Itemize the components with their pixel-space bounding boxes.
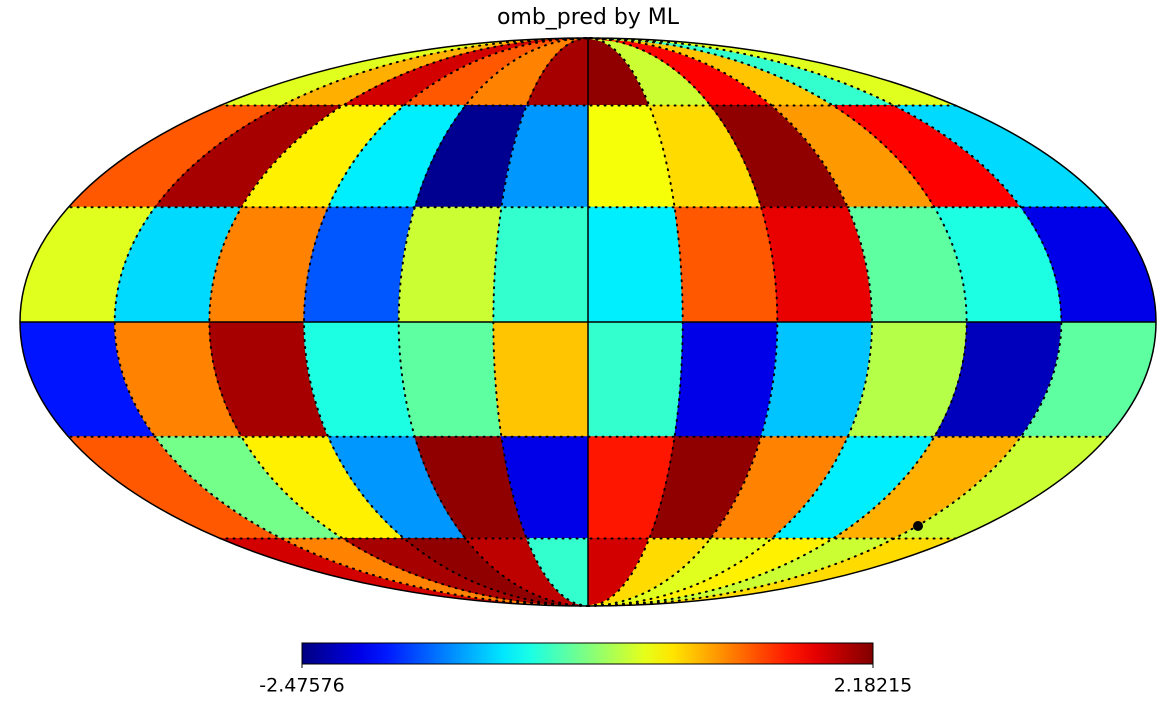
map-cell xyxy=(587,321,684,438)
map-cell xyxy=(492,321,589,438)
map-cell xyxy=(674,206,778,323)
map-cell xyxy=(492,206,589,323)
map-cell xyxy=(398,321,502,438)
marker xyxy=(913,521,923,531)
map-cell xyxy=(398,206,502,323)
chart-title: omb_pred by ML xyxy=(497,5,680,30)
colorbar-label: 2.18215 xyxy=(834,675,913,697)
map-border xyxy=(19,37,1157,607)
map-cell xyxy=(674,321,778,438)
colorbar xyxy=(301,642,874,665)
graticule-line xyxy=(587,37,1063,607)
map xyxy=(20,38,1156,606)
colorbar-label: -2.47576 xyxy=(259,675,344,697)
graticule-line xyxy=(302,37,589,607)
graticule-line xyxy=(587,37,874,607)
map-cell xyxy=(587,206,684,323)
graticule-line xyxy=(113,37,589,607)
